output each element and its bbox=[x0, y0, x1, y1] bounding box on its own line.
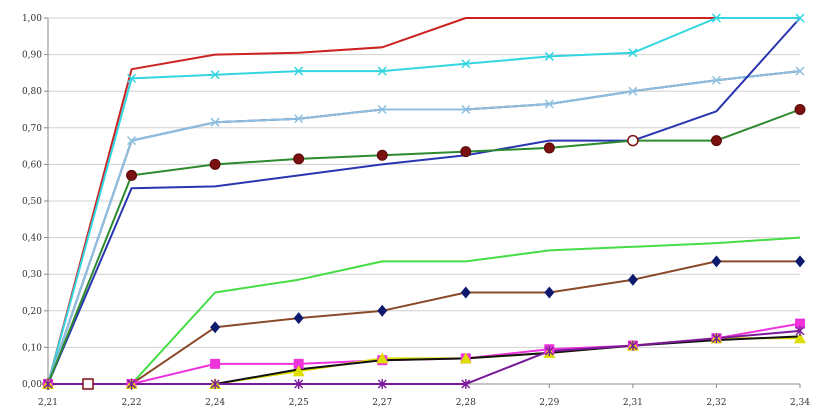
x-tick-label: 2,29 bbox=[539, 398, 559, 408]
x-tick-label: 2,31 bbox=[623, 398, 643, 408]
data-point bbox=[210, 379, 220, 389]
data-point bbox=[795, 318, 805, 329]
y-tick-label: 0,50 bbox=[22, 197, 42, 207]
data-point bbox=[543, 142, 555, 154]
data-point bbox=[376, 352, 389, 364]
y-tick-label: 1,00 bbox=[22, 14, 42, 24]
grid-lines bbox=[48, 17, 800, 385]
origin-marker bbox=[82, 378, 94, 390]
data-point bbox=[294, 114, 304, 124]
data-point bbox=[292, 365, 305, 377]
data-point bbox=[795, 255, 805, 268]
data-point bbox=[795, 325, 805, 336]
series-line bbox=[48, 329, 801, 385]
y-tick-label: 0,90 bbox=[22, 51, 42, 61]
data-point bbox=[210, 321, 221, 334]
data-point bbox=[795, 66, 805, 76]
data-point bbox=[210, 70, 220, 80]
data-point bbox=[459, 352, 472, 364]
y-tick-label: 0,10 bbox=[22, 343, 42, 353]
y-tick-label: 0,60 bbox=[22, 160, 42, 170]
series-line bbox=[47, 108, 801, 385]
x-tick-label: 2,27 bbox=[372, 398, 392, 408]
y-tick-label: 0,00 bbox=[22, 380, 42, 390]
axes bbox=[44, 17, 801, 388]
data-point bbox=[43, 379, 53, 389]
data-point bbox=[628, 340, 638, 351]
y-tick-label: 0,20 bbox=[22, 307, 42, 317]
series-line bbox=[47, 17, 800, 385]
data-point bbox=[628, 86, 638, 96]
data-point bbox=[461, 104, 471, 115]
series-line bbox=[47, 70, 801, 385]
data-point bbox=[627, 273, 638, 286]
data-point bbox=[544, 99, 554, 109]
data-point bbox=[544, 51, 554, 61]
y-tick-label: 0,30 bbox=[22, 270, 42, 280]
y-tick-label: 0,70 bbox=[22, 124, 42, 134]
data-point bbox=[293, 358, 304, 369]
x-tick-label: 2,28 bbox=[456, 398, 476, 408]
data-point bbox=[377, 66, 387, 76]
series-line bbox=[48, 260, 800, 385]
data-point bbox=[794, 104, 806, 115]
data-point bbox=[127, 73, 137, 83]
series-line bbox=[47, 70, 801, 385]
data-point bbox=[711, 13, 721, 23]
data-point bbox=[210, 117, 220, 127]
data-point bbox=[209, 158, 221, 170]
series-line bbox=[48, 236, 801, 385]
data-point bbox=[461, 379, 471, 389]
data-point bbox=[127, 136, 137, 146]
data-point bbox=[293, 312, 304, 325]
data-point bbox=[294, 66, 304, 76]
x-tick-label: 2,21 bbox=[38, 398, 58, 408]
data-point bbox=[711, 75, 721, 85]
data-point bbox=[126, 169, 138, 181]
x-tick-label: 2,34 bbox=[790, 398, 810, 408]
data-point bbox=[711, 333, 721, 344]
x-tick-label: 2,24 bbox=[205, 398, 225, 408]
data-point bbox=[377, 304, 388, 317]
data-point bbox=[795, 13, 805, 23]
data-point bbox=[210, 358, 221, 369]
data-point bbox=[294, 379, 304, 389]
data-point bbox=[127, 379, 137, 389]
y-tick-label: 0,40 bbox=[22, 234, 42, 244]
series-line bbox=[47, 17, 801, 385]
y-tick-label: 0,80 bbox=[22, 87, 42, 97]
data-point bbox=[794, 332, 806, 344]
data-point bbox=[377, 104, 387, 115]
x-tick-label: 2,32 bbox=[706, 398, 726, 408]
x-tick-label: 2,25 bbox=[289, 398, 309, 408]
data-point bbox=[460, 286, 471, 299]
data-point bbox=[461, 59, 471, 69]
x-tick-labels: 2,21 2,22 2,24 2,25 2,27 2,28 2,29 2,31 2,32 2,34 bbox=[38, 398, 810, 408]
data-point bbox=[544, 286, 555, 299]
series-line bbox=[48, 322, 801, 385]
data-point bbox=[293, 153, 305, 165]
highlight-point bbox=[627, 134, 639, 147]
series-line bbox=[47, 17, 800, 385]
data-point bbox=[710, 135, 722, 147]
data-point bbox=[460, 146, 472, 158]
y-tick-labels: 0,00 0,10 0,20 0,30 0,40 0,50 0,60 0,70 0,80 0,90… bbox=[22, 14, 42, 390]
data-point bbox=[376, 149, 388, 161]
x-tick-label: 2,22 bbox=[122, 398, 142, 408]
data-point bbox=[628, 48, 638, 58]
data-point bbox=[377, 379, 387, 389]
series-markers bbox=[42, 13, 806, 390]
series-lines bbox=[47, 17, 801, 385]
data-point bbox=[544, 346, 554, 357]
data-point bbox=[711, 255, 722, 268]
